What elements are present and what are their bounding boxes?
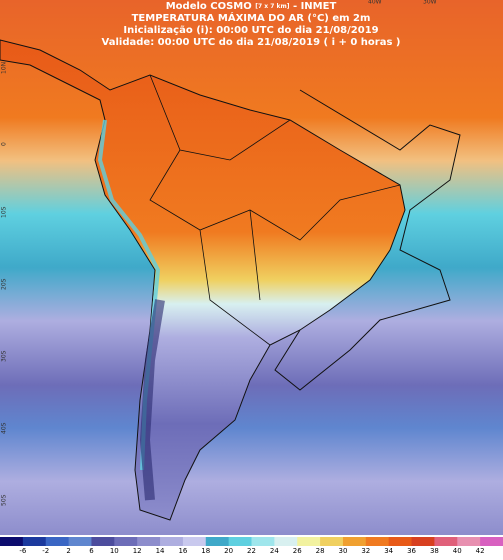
lat-label: 10N	[1, 62, 8, 74]
colorbar-label: 26	[293, 547, 302, 555]
grid-labels: 40W 30W 10N 0 10S 20S 30S 40S 50S	[1, 0, 437, 506]
colorbar-label: -6	[19, 547, 27, 555]
borders	[149, 74, 401, 346]
colorbar-label: 34	[384, 547, 393, 555]
colorbar-label: 2	[66, 547, 70, 555]
colorbar-swatch	[91, 537, 115, 546]
colorbar-swatch	[160, 537, 184, 546]
colorbar-swatch	[297, 537, 321, 546]
colorbar-label: 32	[361, 547, 370, 555]
resolution: [7 x 7 km]	[255, 3, 289, 10]
colorbar: -6 -2 2 6 10 12 14 16 18 20 22 24 26 28 30 32 34 36 38 40 42	[0, 537, 503, 555]
lat-label: 0	[1, 142, 8, 146]
colorbar-label: 6	[89, 547, 94, 555]
colorbar-swatch	[251, 537, 275, 546]
valid: Validade: 00:00 UTC do dia 21/08/2019 ( …	[102, 37, 401, 48]
colorbar-label: 10	[110, 547, 119, 555]
colorbar-swatch	[411, 537, 435, 546]
colorbar-swatch	[22, 537, 47, 546]
colorbar-label: 30	[338, 547, 347, 555]
colorbar-label: 16	[178, 547, 187, 555]
model: Modelo COSMO	[166, 1, 252, 12]
lat-label: 40S	[1, 422, 8, 434]
colorbar-label: 22	[247, 547, 256, 555]
colorbar-label: -2	[42, 547, 49, 555]
colorbar-swatch	[114, 537, 138, 546]
southern-andes	[139, 299, 165, 501]
colorbar-swatch	[68, 537, 92, 546]
colorbar-swatch	[320, 537, 344, 546]
colorbar-swatch	[0, 537, 24, 546]
title: TEMPERATURA MÁXIMA DO AR (°C) em 2m	[132, 11, 371, 24]
domain-outline	[274, 89, 461, 391]
colorbar-label: 38	[430, 547, 439, 555]
source: - INMET	[293, 1, 337, 12]
colorbar-label: 20	[224, 547, 233, 555]
colorbar-swatch	[45, 537, 70, 546]
colorbar-swatch	[434, 537, 458, 546]
colorbar-label: 40	[453, 547, 462, 555]
colorbar-swatch	[137, 537, 161, 546]
colorbar-swatch	[365, 537, 390, 546]
lon-label: 30W	[423, 0, 437, 6]
lon-label: 40W	[368, 0, 382, 6]
colorbar-label: 14	[156, 547, 165, 555]
colorbar-label: 18	[201, 547, 210, 555]
colorbar-swatch	[228, 537, 252, 546]
colorbar-swatch	[480, 537, 503, 546]
colorbar-label: 36	[407, 547, 416, 555]
colorbar-label: 28	[316, 547, 325, 555]
colorbar-label: 24	[270, 547, 279, 555]
colorbar-swatch	[274, 537, 298, 546]
colorbar-swatch	[388, 537, 413, 546]
lat-label: 50S	[1, 494, 8, 506]
init: Inicialização (i): 00:00 UTC do dia 21/0…	[123, 25, 378, 36]
colorbar-label: 12	[133, 547, 142, 555]
header-line: Modelo COSMO [7 x 7 km] - INMET	[166, 1, 337, 12]
colorbar-swatch	[342, 537, 367, 546]
colorbar-swatch	[457, 537, 481, 546]
colorbar-swatch	[205, 537, 230, 546]
lat-label: 30S	[1, 350, 8, 362]
lat-label: 20S	[1, 278, 8, 290]
lat-label: 10S	[1, 206, 8, 218]
colorbar-label: 42	[476, 547, 485, 555]
colorbar-swatch	[182, 537, 207, 546]
